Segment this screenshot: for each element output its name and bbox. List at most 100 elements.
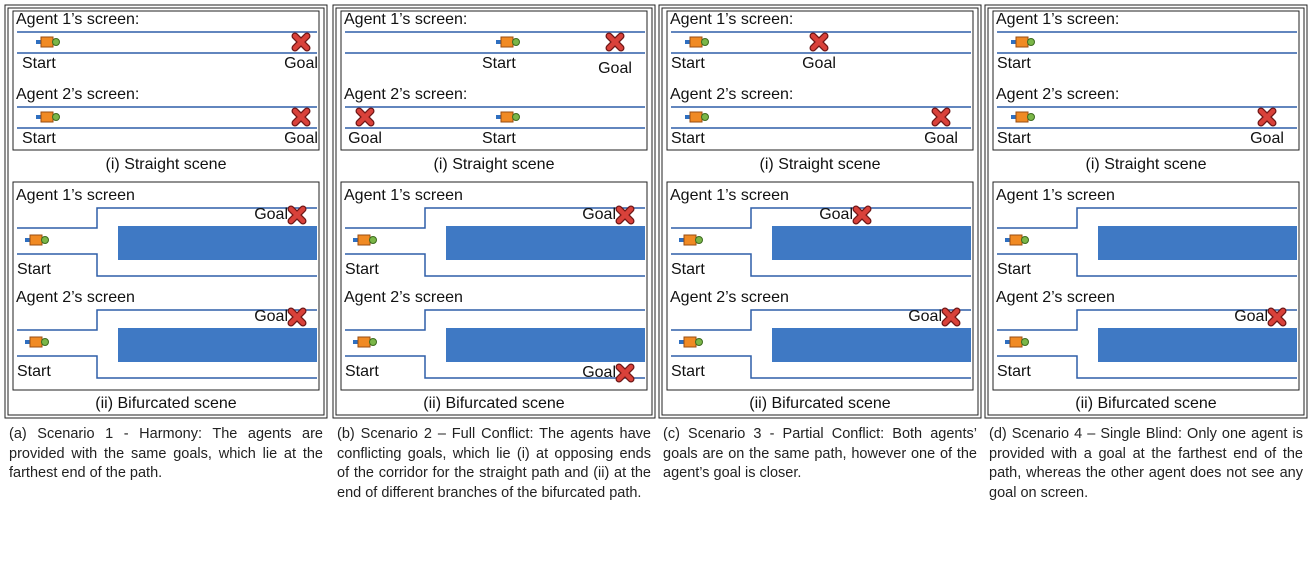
robot-tail: [685, 115, 690, 119]
robot-tail: [36, 40, 41, 44]
robot-tail: [353, 340, 358, 344]
panel-frame-inner: [987, 7, 1305, 416]
blocked-area: [118, 226, 317, 260]
goal-marker-fill: [292, 108, 310, 126]
scene-box: [340, 10, 648, 151]
goal-label: Goal: [598, 60, 632, 77]
agent-screen-title: Agent 1’s screen: [16, 187, 135, 204]
robot-tail: [496, 40, 501, 44]
goal-marker-fill: [810, 33, 828, 51]
start-label: Start: [22, 55, 56, 72]
robot-icon: [496, 36, 520, 48]
agent-screen-title: Agent 1’s screen:: [344, 11, 467, 28]
scene-box: [666, 181, 974, 391]
blocked-area: [118, 328, 317, 362]
corridor-wall: [345, 309, 645, 331]
scene-label: (i) Straight scene: [106, 156, 227, 173]
robot-body: [29, 336, 43, 348]
robot-head: [695, 236, 703, 244]
robot-head: [1027, 38, 1035, 46]
agent-screen-title: Agent 2’s screen: [670, 289, 789, 306]
robot-head: [695, 338, 703, 346]
blocked-area: [772, 226, 971, 260]
scene-box: [666, 10, 974, 151]
robot-head: [52, 38, 60, 46]
robot-icon: [1011, 111, 1035, 123]
start-label: Start: [345, 261, 379, 278]
robot-icon: [353, 234, 377, 246]
robot-icon: [685, 36, 709, 48]
goal-marker: [1257, 107, 1277, 127]
start-label: Start: [671, 363, 705, 380]
robot-icon: [25, 336, 49, 348]
robot-head: [701, 38, 709, 46]
scene-label: (ii) Bifurcated scene: [423, 395, 564, 412]
corridor-wall: [345, 355, 645, 379]
corridor-wall: [345, 253, 645, 277]
agent-screen-title: Agent 1’s screen: [670, 187, 789, 204]
scene-label: (i) Straight scene: [434, 156, 555, 173]
robot-head: [512, 38, 520, 46]
robot-head: [369, 338, 377, 346]
goal-marker-fill: [356, 108, 374, 126]
goal-label: Goal: [802, 55, 836, 72]
corridor-wall: [997, 207, 1297, 229]
robot-body: [689, 111, 703, 123]
robot-icon: [1011, 36, 1035, 48]
goal-marker: [931, 107, 951, 127]
robot-head: [1027, 113, 1035, 121]
caption: (a) Scenario 1 - Harmony: The agents are…: [9, 426, 323, 481]
robot-tail: [685, 40, 690, 44]
scene-label: (i) Straight scene: [760, 156, 881, 173]
robot-icon: [36, 111, 60, 123]
robot-head: [41, 338, 49, 346]
agent-screen-title: Agent 2’s screen:: [16, 86, 139, 103]
start-label: Start: [997, 130, 1031, 147]
robot-body: [500, 36, 514, 48]
panel-frame: [332, 4, 656, 419]
panel-frame: [984, 4, 1308, 419]
robot-tail: [679, 238, 684, 242]
agent-screen-title: Agent 1’s screen:: [996, 11, 1119, 28]
robot-body: [40, 111, 54, 123]
robot-body: [683, 336, 697, 348]
corridor-wall: [17, 253, 317, 277]
caption: (b) Scenario 2 – Full Conflict: The agen…: [337, 426, 651, 501]
scene-box: [992, 181, 1300, 391]
blocked-area: [1098, 328, 1297, 362]
scene-label: (ii) Bifurcated scene: [749, 395, 890, 412]
goal-marker-fill: [853, 206, 871, 224]
blocked-area: [446, 226, 645, 260]
goal-marker: [809, 32, 829, 52]
scene-box: [12, 10, 320, 151]
goal-marker-fill: [616, 206, 634, 224]
robot-head: [369, 236, 377, 244]
robot-tail: [1011, 40, 1016, 44]
corridor-wall: [671, 253, 971, 277]
goal-label: Goal: [924, 130, 958, 147]
goal-marker: [605, 32, 625, 52]
robot-tail: [1005, 238, 1010, 242]
goal-label: Goal: [908, 308, 942, 325]
panel-frame: [4, 4, 328, 419]
robot-head: [1021, 236, 1029, 244]
corridor-wall: [997, 253, 1297, 277]
corridor-wall: [17, 309, 317, 331]
panel-frame-inner: [661, 7, 979, 416]
scene-label: (ii) Bifurcated scene: [1075, 395, 1216, 412]
corridor-wall: [671, 355, 971, 379]
robot-icon: [1005, 234, 1029, 246]
goal-marker-fill: [288, 308, 306, 326]
robot-tail: [36, 115, 41, 119]
agent-screen-title: Agent 2’s screen: [16, 289, 135, 306]
goal-marker: [852, 205, 872, 225]
robot-body: [683, 234, 697, 246]
robot-tail: [25, 238, 30, 242]
robot-tail: [1011, 115, 1016, 119]
corridor-wall: [17, 355, 317, 379]
corridor-wall: [997, 355, 1297, 379]
goal-marker: [615, 363, 635, 383]
start-label: Start: [17, 261, 51, 278]
